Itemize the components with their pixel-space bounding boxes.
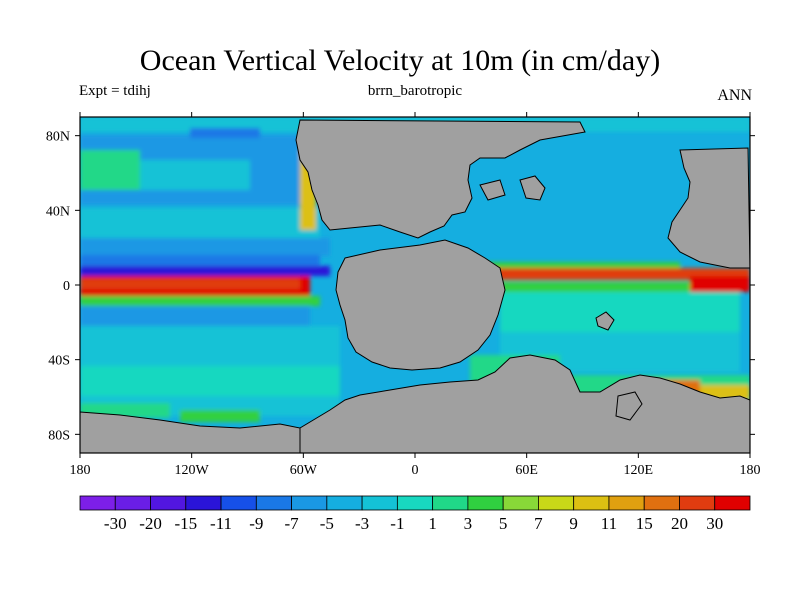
colorbar-label: -5 [320,514,334,533]
colorbar-box [361,495,398,511]
x-tick-label: 120E [624,463,654,478]
colorbar-box [220,495,257,511]
colorbar-label: -3 [355,514,369,533]
land-masses [80,119,750,453]
colorbar-label: 5 [499,514,508,533]
colorbar-box [291,495,328,511]
colorbar-box [326,495,363,511]
y-tick-label: 0 [63,279,70,294]
colorbar-box [114,495,151,511]
season-label: ANN [717,87,752,104]
y-tick-label: 40N [46,204,70,219]
x-tick-label: 120W [175,463,210,478]
colorbar-label: 9 [569,514,578,533]
colorbar-label: -30 [104,514,127,533]
colorbar-box [467,495,504,511]
x-tick-label: 60W [290,463,318,478]
colorbar-label: 11 [601,514,617,533]
colorbar-label: -15 [174,514,197,533]
y-tick-label: 80N [46,130,70,145]
y-tick-label: 80S [48,428,70,443]
colorbar-label: -11 [210,514,232,533]
map-area [80,117,750,453]
colorbar-label: 1 [428,514,437,533]
colorbar-label: 3 [464,514,473,533]
colorbar-box [608,495,645,511]
y-tick-label: 40S [48,354,70,369]
colorbar-label: -20 [139,514,162,533]
colorbar-label: 7 [534,514,543,533]
colorbar-label: -7 [284,514,299,533]
colorbar: -30 -20 -15 -11 -9 -7 -5 -3 -1 1 3 5 7 9 11 15 20 30 [79,495,751,533]
x-tick-label: 0 [412,463,419,478]
x-tick-label: 60E [515,463,538,478]
colorbar-label: -1 [390,514,404,533]
plot-title: Ocean Vertical Velocity at 10m (in cm/da… [139,44,661,77]
colorbar-box [432,495,469,511]
colorbar-label: 20 [671,514,688,533]
colorbar-box [538,495,575,511]
velocity-field [80,117,750,422]
colorbar-box [714,495,751,511]
colorbar-box [643,495,680,511]
experiment-label: Expt = tdihj [79,83,151,99]
colorbar-box [185,495,222,511]
colorbar-box [255,495,292,511]
colorbar-box [150,495,187,511]
x-tick-label: 180 [740,463,761,478]
colorbar-label: 30 [706,514,723,533]
x-tick-label: 180 [70,463,91,478]
colorbar-box [396,495,434,511]
colorbar-box [79,495,116,511]
colorbar-label: 15 [636,514,653,533]
y-axis: 80N 40N 0 40S 80S [46,130,755,443]
colorbar-box [679,495,716,511]
x-axis: 180 120W 60W 0 60E 120E 180 [70,112,761,478]
colorbar-label: -9 [249,514,263,533]
colorbar-box [502,495,539,511]
case-label: brrn_barotropic [367,83,463,99]
colorbar-box [573,495,610,511]
